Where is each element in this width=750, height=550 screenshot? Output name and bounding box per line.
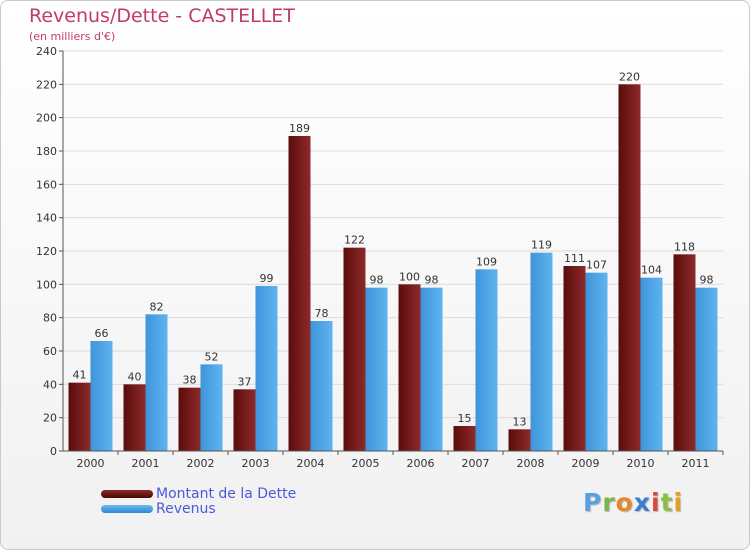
bar-revenus — [200, 364, 223, 451]
data-label: 40 — [128, 370, 142, 383]
data-label: 15 — [458, 412, 472, 425]
logo-letter: x — [633, 488, 651, 517]
legend-swatch-dette — [101, 490, 153, 498]
data-label: 98 — [370, 274, 384, 287]
logo-letter: i — [651, 488, 661, 517]
x-tick-label: 2007 — [462, 457, 490, 470]
data-label: 66 — [95, 327, 109, 340]
bar-dette — [178, 387, 201, 451]
data-label: 52 — [205, 350, 219, 363]
y-tick-label: 40 — [43, 378, 57, 391]
bar-revenus — [695, 287, 718, 451]
data-label: 37 — [238, 375, 252, 388]
data-label: 13 — [513, 415, 527, 428]
x-tick-label: 2006 — [407, 457, 435, 470]
y-tick-label: 160 — [36, 178, 57, 191]
bar-revenus — [530, 252, 553, 451]
logo-letter: t — [660, 488, 674, 517]
x-tick-label: 2011 — [682, 457, 710, 470]
bar-revenus — [365, 287, 388, 451]
y-tick-label: 80 — [43, 312, 57, 325]
data-label: 119 — [531, 239, 552, 252]
bar-dette — [563, 266, 586, 451]
bar-dette — [123, 384, 146, 451]
x-tick-label: 2000 — [77, 457, 105, 470]
y-tick-label: 120 — [36, 245, 57, 258]
y-tick-label: 180 — [36, 145, 57, 158]
y-tick-label: 140 — [36, 212, 57, 225]
logo-letter: P — [583, 488, 603, 517]
x-tick-label: 2001 — [132, 457, 160, 470]
data-label: 220 — [619, 70, 640, 83]
chart-title: Revenus/Dette - CASTELLET — [29, 5, 295, 27]
bar-dette — [398, 284, 421, 451]
bar-dette — [673, 254, 696, 451]
legend-label-dette: Montant de la Dette — [156, 486, 297, 502]
y-tick-label: 100 — [36, 278, 57, 291]
bar-dette — [508, 429, 531, 451]
chart-subtitle: (en milliers d'€) — [29, 30, 116, 43]
logo-letter: r — [602, 488, 616, 517]
data-label: 107 — [586, 259, 607, 272]
bar-revenus — [475, 269, 498, 451]
data-label: 99 — [260, 272, 274, 285]
data-label: 122 — [344, 234, 365, 247]
bar-revenus — [640, 277, 663, 451]
data-label: 189 — [289, 122, 310, 135]
y-tick-label: 0 — [50, 445, 57, 458]
bar-revenus — [310, 321, 333, 451]
data-label: 98 — [425, 274, 439, 287]
bar-dette — [68, 382, 91, 451]
x-tick-label: 2009 — [572, 457, 600, 470]
x-tick-label: 2003 — [242, 457, 270, 470]
y-tick-label: 20 — [43, 412, 57, 425]
data-label: 41 — [73, 369, 87, 382]
data-label: 104 — [641, 264, 662, 277]
y-tick-label: 200 — [36, 112, 57, 125]
bar-revenus — [145, 314, 168, 451]
bar-revenus — [255, 286, 278, 451]
bar-revenus — [420, 287, 443, 451]
legend-label-revenus: Revenus — [156, 501, 216, 517]
data-label: 38 — [183, 374, 197, 387]
y-tick-label: 60 — [43, 345, 57, 358]
x-tick-label: 2008 — [517, 457, 545, 470]
x-tick-label: 2005 — [352, 457, 380, 470]
data-label: 100 — [399, 270, 420, 283]
data-label: 78 — [315, 307, 329, 320]
x-tick-label: 2004 — [297, 457, 325, 470]
data-label: 82 — [150, 300, 164, 313]
data-label: 109 — [476, 255, 497, 268]
bar-revenus — [585, 272, 608, 451]
bar-dette — [233, 389, 256, 451]
bar-revenus — [90, 341, 113, 451]
y-tick-label: 220 — [36, 78, 57, 91]
data-label: 118 — [674, 240, 695, 253]
bar-dette — [618, 84, 641, 451]
data-label: 98 — [700, 274, 714, 287]
bar-dette — [453, 426, 476, 451]
bar-dette — [343, 247, 366, 451]
legend-swatch-revenus — [101, 505, 153, 513]
bar-dette — [288, 136, 311, 451]
data-label: 111 — [564, 252, 585, 265]
logo-letter: i — [673, 488, 684, 517]
x-tick-label: 2010 — [627, 457, 655, 470]
y-tick-label: 240 — [36, 45, 57, 58]
proxiti-logo: Proxiti — [583, 488, 683, 517]
x-tick-label: 2002 — [187, 457, 215, 470]
logo-letter: o — [615, 488, 634, 517]
